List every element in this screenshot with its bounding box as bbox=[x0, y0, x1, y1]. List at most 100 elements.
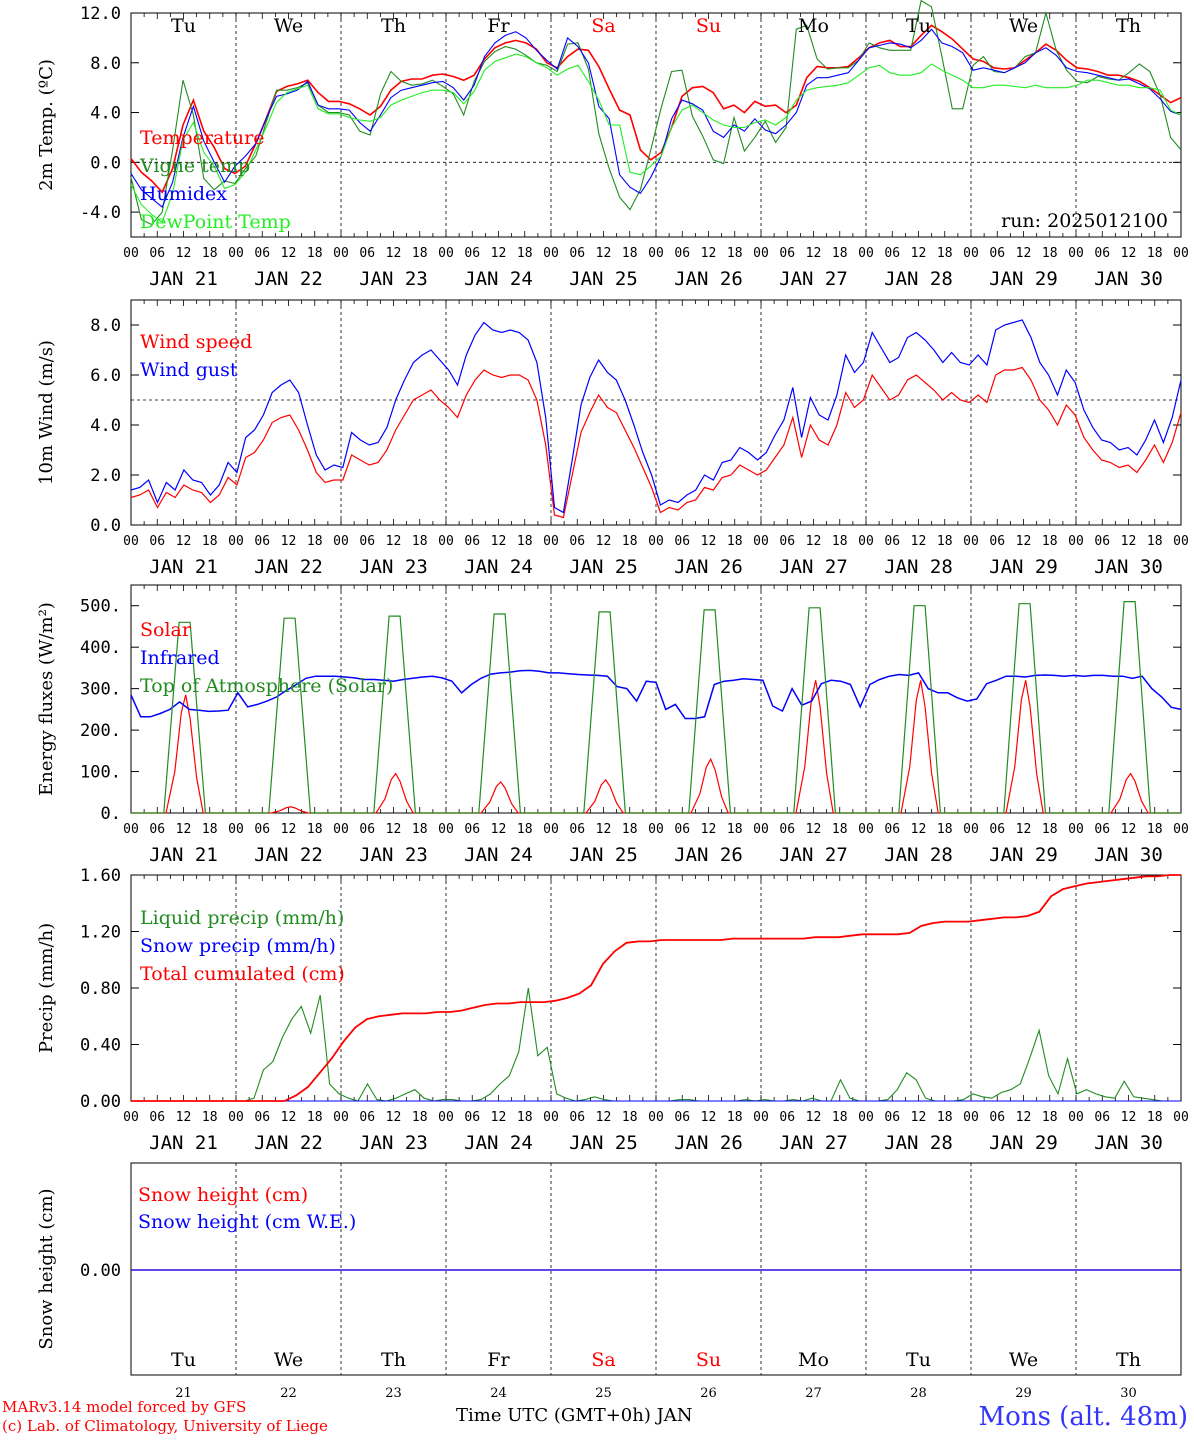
date-label: JAN 23 bbox=[359, 556, 428, 578]
hour-tick-label: 18 bbox=[202, 246, 218, 261]
date-label: JAN 28 bbox=[884, 1132, 953, 1154]
hour-tick-label: 06 bbox=[464, 822, 480, 837]
weekday-label: Fr bbox=[487, 15, 510, 37]
hour-tick-label: 00 bbox=[123, 246, 139, 261]
y-tick-label: 6.0 bbox=[90, 366, 121, 386]
hour-tick-label: 06 bbox=[989, 534, 1005, 549]
date-label: JAN 29 bbox=[989, 268, 1058, 290]
hour-tick-label: 00 bbox=[858, 822, 874, 837]
date-label: JAN 29 bbox=[989, 1132, 1058, 1154]
hour-tick-label: 18 bbox=[727, 246, 743, 261]
hour-tick-label: 12 bbox=[596, 822, 612, 837]
date-label: JAN 23 bbox=[359, 844, 428, 866]
temp-legend-3: DewPoint Temp bbox=[140, 211, 291, 233]
hour-tick-label: 00 bbox=[1173, 534, 1189, 549]
hour-tick-label: 12 bbox=[701, 822, 717, 837]
precip-legend-1: Snow precip (mm/h) bbox=[140, 935, 336, 957]
weekday-label: We bbox=[1009, 15, 1038, 37]
date-label: JAN 29 bbox=[989, 556, 1058, 578]
hour-tick-label: 06 bbox=[254, 246, 270, 261]
energy-series-1 bbox=[130, 669, 1182, 720]
y-tick-label: 1.60 bbox=[80, 866, 121, 886]
hour-tick-label: 06 bbox=[149, 246, 165, 261]
hour-tick-label: 18 bbox=[937, 1110, 953, 1125]
hour-tick-label: 06 bbox=[674, 534, 690, 549]
y-tick-label: 12.0 bbox=[80, 4, 121, 24]
y-tick-label: 4.0 bbox=[90, 416, 121, 436]
hour-tick-label: 06 bbox=[464, 1110, 480, 1125]
weekday-label-bottom: Tu bbox=[906, 1349, 931, 1371]
hour-tick-label: 06 bbox=[674, 822, 690, 837]
hour-tick-label: 06 bbox=[674, 1110, 690, 1125]
model-credit-line1: MARv3.14 model forced by GFS bbox=[2, 1398, 247, 1416]
hour-tick-label: 18 bbox=[622, 246, 638, 261]
wind-legend-0: Wind speed bbox=[140, 331, 252, 353]
day-number: 23 bbox=[385, 1386, 402, 1400]
hour-tick-label: 12 bbox=[596, 246, 612, 261]
hour-tick-label: 18 bbox=[202, 1110, 218, 1125]
hour-tick-label: 00 bbox=[1173, 246, 1189, 261]
hour-tick-label: 00 bbox=[1068, 246, 1084, 261]
hour-tick-label: 12 bbox=[386, 822, 402, 837]
hour-tick-label: 00 bbox=[438, 534, 454, 549]
temp-series-2 bbox=[130, 28, 1182, 209]
weekday-label: We bbox=[274, 15, 303, 37]
hour-tick-label: 18 bbox=[727, 534, 743, 549]
hour-tick-label: 00 bbox=[753, 534, 769, 549]
hour-tick-label: 00 bbox=[963, 246, 979, 261]
date-label: JAN 21 bbox=[149, 844, 218, 866]
date-label: JAN 26 bbox=[674, 268, 743, 290]
date-label: JAN 24 bbox=[464, 268, 533, 290]
date-label: JAN 28 bbox=[884, 556, 953, 578]
hour-tick-label: 12 bbox=[281, 534, 297, 549]
hour-tick-label: 06 bbox=[989, 246, 1005, 261]
y-axis-label: Snow height (cm) bbox=[36, 1188, 57, 1349]
hour-tick-label: 18 bbox=[202, 822, 218, 837]
hour-tick-label: 00 bbox=[1068, 534, 1084, 549]
precip-legend-0: Liquid precip (mm/h) bbox=[140, 907, 344, 929]
hour-tick-label: 18 bbox=[517, 822, 533, 837]
date-label: JAN 27 bbox=[779, 844, 848, 866]
hour-tick-label: 18 bbox=[937, 246, 953, 261]
hour-tick-label: 18 bbox=[1042, 534, 1058, 549]
hour-tick-label: 12 bbox=[1121, 534, 1137, 549]
hour-tick-label: 00 bbox=[123, 1110, 139, 1125]
wind-series-0 bbox=[130, 366, 1182, 519]
hour-tick-label: 06 bbox=[779, 822, 795, 837]
y-axis-label: 2m Temp. (ºC) bbox=[36, 59, 57, 191]
hour-tick-label: 00 bbox=[333, 534, 349, 549]
hour-tick-label: 12 bbox=[1016, 534, 1032, 549]
hour-tick-label: 18 bbox=[1147, 1110, 1163, 1125]
weekday-label: Tu bbox=[171, 15, 196, 37]
wind-series-1 bbox=[130, 319, 1182, 514]
date-label: JAN 21 bbox=[149, 268, 218, 290]
hour-tick-label: 06 bbox=[359, 1110, 375, 1125]
hour-tick-label: 00 bbox=[648, 1110, 664, 1125]
day-number: 26 bbox=[700, 1386, 717, 1400]
weekday-label-bottom: Th bbox=[381, 1349, 406, 1371]
hour-tick-label: 18 bbox=[1042, 822, 1058, 837]
hour-tick-label: 18 bbox=[412, 534, 428, 549]
run-annotation: run: 2025012100 bbox=[1001, 210, 1168, 232]
hour-tick-label: 00 bbox=[438, 1110, 454, 1125]
day-number: 29 bbox=[1015, 1386, 1032, 1400]
wind-legend-1: Wind gust bbox=[140, 359, 238, 381]
weekday-label-bottom: We bbox=[1009, 1349, 1038, 1371]
hour-tick-label: 18 bbox=[622, 534, 638, 549]
hour-tick-label: 06 bbox=[149, 822, 165, 837]
hour-tick-label: 00 bbox=[753, 246, 769, 261]
energy-series-2 bbox=[131, 601, 1181, 814]
y-tick-label: 0.00 bbox=[80, 1092, 121, 1112]
hour-tick-label: 06 bbox=[359, 534, 375, 549]
hour-tick-label: 00 bbox=[543, 822, 559, 837]
weekday-label-bottom: We bbox=[274, 1349, 303, 1371]
date-label: JAN 22 bbox=[254, 556, 323, 578]
y-tick-label: 400. bbox=[80, 638, 121, 658]
weekday-label-bottom: Su bbox=[696, 1349, 721, 1371]
hour-tick-label: 06 bbox=[569, 246, 585, 261]
hour-tick-label: 06 bbox=[254, 1110, 270, 1125]
hour-tick-label: 12 bbox=[1121, 822, 1137, 837]
model-credit: MARv3.14 model forced by GFS (c) Lab. of… bbox=[2, 1398, 328, 1436]
hour-tick-label: 00 bbox=[228, 822, 244, 837]
hour-tick-label: 12 bbox=[491, 822, 507, 837]
